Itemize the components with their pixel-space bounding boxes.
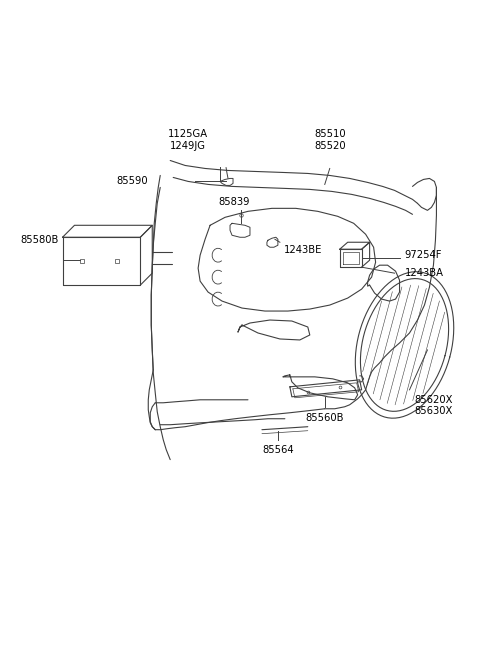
Text: 85590: 85590: [117, 176, 148, 187]
Text: 85560B: 85560B: [305, 413, 344, 422]
Text: 85620X
85630X: 85620X 85630X: [415, 395, 453, 417]
Text: 85510
85520: 85510 85520: [314, 129, 346, 151]
Text: 85564: 85564: [262, 445, 294, 455]
Text: 97254F: 97254F: [405, 250, 442, 260]
Text: 1243BA: 1243BA: [405, 268, 444, 278]
Text: 1125GA
1249JG: 1125GA 1249JG: [168, 129, 208, 151]
Text: 85839: 85839: [218, 197, 250, 208]
Text: 1243BE: 1243BE: [284, 245, 322, 255]
Text: 85580B: 85580B: [20, 235, 59, 245]
